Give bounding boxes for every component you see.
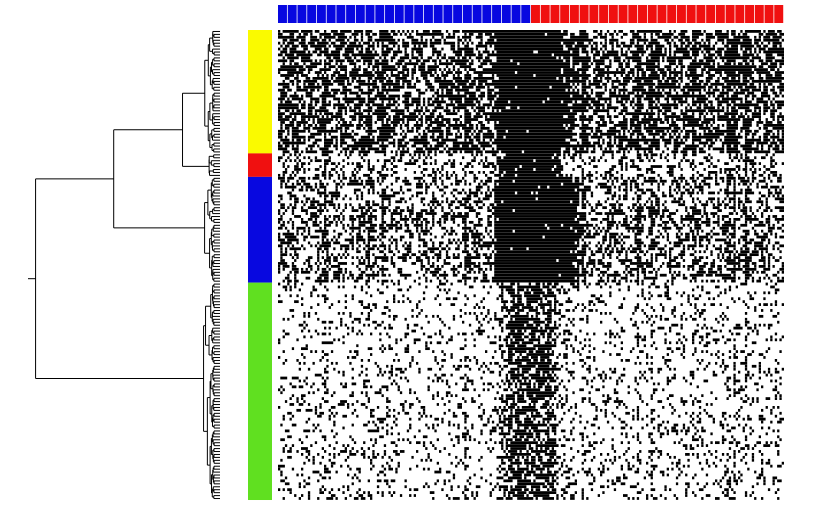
clustered-heatmap-figure [0, 0, 814, 509]
col-group-red [735, 5, 744, 23]
col-group-red [599, 5, 608, 23]
col-group-blue [492, 5, 501, 23]
col-group-blue [434, 5, 443, 23]
col-group-red [560, 5, 569, 23]
col-group-red [765, 5, 774, 23]
col-group-blue [288, 5, 297, 23]
col-group-blue [463, 5, 472, 23]
col-group-blue [414, 5, 423, 23]
col-group-red [531, 5, 540, 23]
col-group-blue [366, 5, 375, 23]
col-group-blue [512, 5, 521, 23]
col-group-blue [356, 5, 365, 23]
col-group-red [648, 5, 657, 23]
row-sidebar [248, 30, 272, 500]
col-group-red [755, 5, 764, 23]
col-group-blue [375, 5, 384, 23]
col-group-blue [327, 5, 336, 23]
col-group-red [726, 5, 735, 23]
col-group-red [589, 5, 598, 23]
col-group-red [580, 5, 589, 23]
col-group-blue [502, 5, 511, 23]
row-group-green [248, 283, 272, 500]
col-group-blue [346, 5, 355, 23]
col-group-red [541, 5, 550, 23]
heatmap [278, 30, 784, 500]
col-group-blue [385, 5, 394, 23]
col-group-blue [336, 5, 345, 23]
col-group-red [628, 5, 637, 23]
col-group-red [774, 5, 783, 23]
col-group-red [677, 5, 686, 23]
col-group-red [550, 5, 559, 23]
col-group-blue [317, 5, 326, 23]
col-group-blue [297, 5, 306, 23]
col-group-blue [482, 5, 491, 23]
col-group-red [609, 5, 618, 23]
col-group-red [745, 5, 754, 23]
col-group-red [716, 5, 725, 23]
row-group-red [248, 153, 272, 177]
col-group-blue [453, 5, 462, 23]
col-group-red [696, 5, 705, 23]
col-group-red [619, 5, 628, 23]
col-group-blue [307, 5, 316, 23]
col-group-blue [521, 5, 530, 23]
col-group-red [638, 5, 647, 23]
col-group-blue [473, 5, 482, 23]
col-group-red [706, 5, 715, 23]
col-group-red [570, 5, 579, 23]
col-group-blue [405, 5, 414, 23]
col-group-blue [395, 5, 404, 23]
col-group-blue [443, 5, 452, 23]
row-group-blue [248, 177, 272, 283]
col-group-blue [424, 5, 433, 23]
col-group-red [667, 5, 676, 23]
col-group-red [687, 5, 696, 23]
col-group-red [658, 5, 667, 23]
row-group-yellow [248, 30, 272, 153]
col-group-blue [278, 5, 287, 23]
